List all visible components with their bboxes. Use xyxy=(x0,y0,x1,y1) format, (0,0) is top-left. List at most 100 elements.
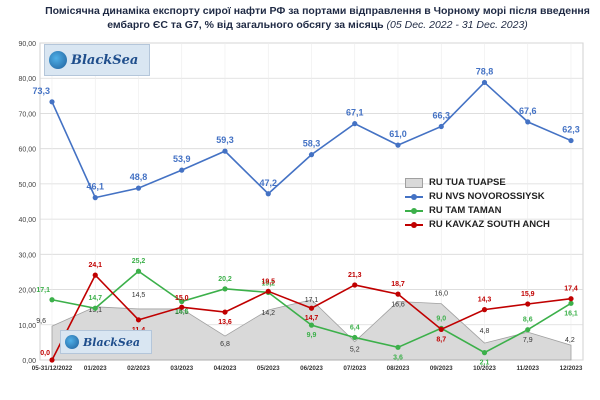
data-label-tuapse: 4,8 xyxy=(480,328,490,335)
data-label-novorossiysk: 67,6 xyxy=(519,106,537,116)
data-label-anch: 8,7 xyxy=(436,336,446,343)
chart-title-block: Помісячна динаміка експорту сирої нафти … xyxy=(40,4,595,32)
data-point-anch xyxy=(308,305,315,311)
data-point-novorossiysk xyxy=(222,148,228,154)
data-label-novorossiysk: 62,3 xyxy=(562,125,580,135)
data-label-tuapse: 16,6 xyxy=(391,302,405,309)
data-point-anch xyxy=(481,307,488,313)
x-tick-label: 11/2023 xyxy=(517,365,540,372)
x-tick-label: 06/2023 xyxy=(300,365,323,372)
data-label-taman: 2,1 xyxy=(480,360,490,367)
data-point-novorossiysk xyxy=(179,167,185,173)
data-label-novorossiysk: 47,2 xyxy=(259,178,277,188)
data-label-novorossiysk: 66,3 xyxy=(432,110,450,120)
y-tick-label: 0,00 xyxy=(22,358,36,365)
data-label-anch: 21,3 xyxy=(348,272,362,279)
data-point-novorossiysk xyxy=(49,99,55,105)
data-point-anch xyxy=(352,282,358,288)
data-point-anch xyxy=(179,304,185,310)
data-label-novorossiysk: 61,0 xyxy=(389,129,407,139)
data-point-taman xyxy=(179,298,185,305)
legend-item-kavkaz: RU KAVKAZ SOUTH ANCH xyxy=(405,218,550,232)
brand-logo-small: BlackSea xyxy=(60,330,152,354)
x-tick-label: 10/2023 xyxy=(473,365,496,372)
data-label-tuapse: 14,2 xyxy=(261,310,275,317)
data-point-novorossiysk xyxy=(481,79,488,86)
data-label-anch: 13,6 xyxy=(218,319,232,326)
data-label-novorossiysk: 59,3 xyxy=(216,135,234,145)
y-tick-label: 30,00 xyxy=(18,252,36,259)
y-tick-label: 50,00 xyxy=(18,182,36,189)
x-tick-label: 03/2023 xyxy=(170,365,193,372)
data-label-anch: 19,5 xyxy=(261,278,275,285)
data-label-anch: 14,3 xyxy=(478,297,492,304)
data-point-novorossiysk xyxy=(265,191,271,197)
chart-subtitle: (05 Dec. 2022 - 31 Dec. 2023) xyxy=(386,19,528,31)
x-tick-label: 09/2023 xyxy=(430,365,453,372)
data-label-anch: 15,9 xyxy=(521,291,535,298)
legend-item-tuapse: RU TUA TUAPSE xyxy=(405,176,550,190)
data-point-anch xyxy=(265,288,271,294)
data-point-taman xyxy=(135,268,142,274)
data-point-novorossiysk xyxy=(438,123,444,130)
legend-swatch-novorossiysk xyxy=(405,192,423,202)
data-point-novorossiysk xyxy=(92,195,98,201)
data-label-novorossiysk: 67,1 xyxy=(346,108,364,118)
data-label-anch: 15,0 xyxy=(175,295,189,302)
chart-legend: RU TUA TUAPSE RU NVS NOVOROSSIYSK RU TAM… xyxy=(405,176,550,232)
y-tick-label: 10,00 xyxy=(18,323,36,330)
data-label-novorossiysk: 78,8 xyxy=(476,66,494,76)
data-point-taman xyxy=(481,350,488,356)
data-point-taman xyxy=(395,344,401,350)
data-label-tuapse: 17,1 xyxy=(305,297,319,304)
data-label-novorossiysk: 46,1 xyxy=(86,182,104,192)
legend-swatch-kavkaz xyxy=(405,220,423,230)
x-tick-label: 07/2023 xyxy=(343,365,366,372)
data-label-novorossiysk: 73,3 xyxy=(32,86,50,96)
data-point-anch xyxy=(525,301,531,307)
data-label-tuapse: 14,5 xyxy=(132,292,146,299)
data-label-anch: 17,4 xyxy=(564,286,578,293)
y-tick-label: 70,00 xyxy=(18,111,36,118)
series-area-tuapse xyxy=(51,299,572,361)
data-label-tuapse: 16,0 xyxy=(434,291,448,298)
data-point-novorossiysk xyxy=(308,152,315,158)
x-tick-label: 05/2023 xyxy=(257,365,280,372)
data-label-tuapse: 4,2 xyxy=(565,337,575,344)
data-label-tuapse: 5,2 xyxy=(350,347,360,354)
data-label-tuapse: 9,6 xyxy=(36,318,46,325)
data-point-novorossiysk xyxy=(352,121,358,127)
data-label-anch: 18,7 xyxy=(391,281,405,288)
data-point-anch xyxy=(222,309,228,315)
data-point-taman xyxy=(222,286,228,292)
data-label-novorossiysk: 53,9 xyxy=(173,154,191,164)
chart-title: Помісячна динаміка експорту сирої нафти … xyxy=(45,5,590,31)
x-tick-label: 04/2023 xyxy=(214,365,237,372)
data-label-taman: 6,4 xyxy=(350,324,360,331)
data-point-taman xyxy=(49,297,55,303)
data-label-taman: 3,6 xyxy=(393,354,403,361)
logo-text: BlackSea xyxy=(71,52,139,68)
data-point-taman xyxy=(525,327,531,333)
legend-item-taman: RU TAM TAMAN xyxy=(405,204,550,218)
logo-wave-icon xyxy=(49,51,67,69)
data-label-tuapse: 7,9 xyxy=(523,337,533,344)
x-tick-label: 12/2023 xyxy=(560,365,583,372)
x-tick-label: 01/2023 xyxy=(84,365,107,372)
data-label-taman: 25,2 xyxy=(132,258,146,265)
data-label-taman: 17,1 xyxy=(36,287,50,294)
data-point-novorossiysk xyxy=(525,119,531,125)
x-tick-label: 05-31/12/2022 xyxy=(32,365,73,372)
y-tick-label: 90,00 xyxy=(18,41,36,48)
y-tick-label: 40,00 xyxy=(18,217,36,224)
data-point-taman xyxy=(568,300,574,306)
data-label-taman: 9,9 xyxy=(307,332,317,339)
data-point-anch xyxy=(438,326,444,332)
y-tick-label: 80,00 xyxy=(18,76,36,83)
data-label-anch: 24,1 xyxy=(88,262,102,269)
x-tick-label: 02/2023 xyxy=(127,365,150,372)
data-label-anch: 0,0 xyxy=(40,350,50,357)
legend-label-kavkaz: RU KAVKAZ SOUTH ANCH xyxy=(429,219,550,230)
